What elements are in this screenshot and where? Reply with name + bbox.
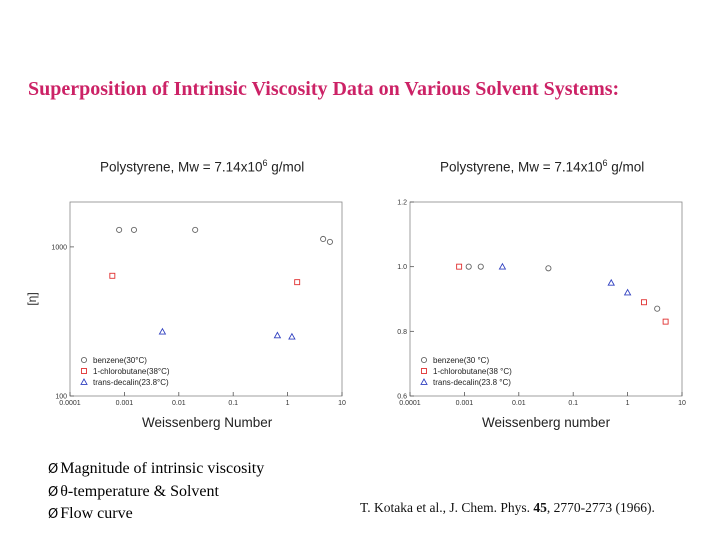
data-point-circle xyxy=(116,226,123,233)
data-point-square xyxy=(641,299,647,306)
data-point-circle xyxy=(320,235,327,243)
bullet-arrow-icon: Ø xyxy=(48,484,59,500)
slide-title: Superposition of Intrinsic Viscosity Dat… xyxy=(28,78,620,100)
citation-authors: T. Kotaka et al., J. Chem. Phys. xyxy=(360,500,534,515)
x-tick-label: 0.0001 xyxy=(399,400,421,407)
y-tick-label: 1.2 xyxy=(397,200,407,207)
left-chart: Polystyrene, Mw = 7.14x106 g/mol 0.0001 0… xyxy=(20,150,360,440)
plot-frame xyxy=(409,201,683,397)
right-chart-plot: 0.0001 0.001 0.01 0.1 1 10 1.2 1.0 0.8 0.6 benzene… xyxy=(397,200,686,408)
series-0 xyxy=(116,226,333,245)
data-point-circle xyxy=(545,265,552,272)
data-point-circle xyxy=(192,226,199,233)
series-2 xyxy=(498,262,632,296)
left-chart-plot: 0.0001 0.001 0.01 0.1 1 10 1000 100 [η] benzene(3… xyxy=(25,201,346,407)
x-tick-label: 10 xyxy=(678,400,686,407)
data-point-triangle xyxy=(420,378,428,385)
y-tick-label: 1000 xyxy=(51,244,67,251)
x-tick-label: 0.001 xyxy=(456,400,474,407)
y-tick-label: 0.8 xyxy=(397,329,407,336)
legend-label: 1-chlorobutane(38°C) xyxy=(93,367,170,376)
data-point-circle xyxy=(80,356,88,364)
data-point-triangle xyxy=(273,331,282,339)
bullet-text: θ-temperature & Solvent xyxy=(60,482,219,500)
x-tick-label: 0.0001 xyxy=(59,400,81,407)
series-0 xyxy=(465,263,661,312)
y-axis-label: [η] xyxy=(25,292,39,305)
left-chart-title-suffix: g/mol xyxy=(267,159,305,175)
right-chart-title-prefix: Polystyrene, Mw = 7.14x10 xyxy=(440,159,603,175)
x-tick-label: 0.001 xyxy=(116,400,134,407)
data-point-square xyxy=(109,272,116,279)
data-point-circle xyxy=(326,238,333,245)
x-tick-label: 0.1 xyxy=(568,400,578,407)
data-point-triangle xyxy=(498,262,507,270)
data-point-triangle xyxy=(607,278,615,286)
series-1 xyxy=(109,272,301,286)
right-chart: Polystyrene, Mw = 7.14x106 g/mol 0.0001 0… xyxy=(360,150,700,440)
data-point-circle xyxy=(465,263,472,270)
right-chart-xlabel: Weissenberg number xyxy=(482,415,611,430)
data-point-square xyxy=(421,368,427,374)
y-tick-label: 100 xyxy=(55,394,67,401)
x-tick-label: 1 xyxy=(626,400,630,407)
data-point-triangle xyxy=(623,288,632,296)
citation-volume: 45 xyxy=(533,500,547,515)
right-chart-title: Polystyrene, Mw = 7.14x106 g/mol xyxy=(440,158,644,175)
left-chart-title-sup: 6 xyxy=(262,158,268,168)
data-point-square xyxy=(81,368,87,374)
legend-label: trans-decalin(23.8°C) xyxy=(93,378,169,387)
y-tick-label: 1.0 xyxy=(397,264,407,271)
data-point-circle xyxy=(420,356,428,364)
data-point-triangle xyxy=(80,378,88,385)
data-point-circle xyxy=(477,263,484,270)
data-point-triangle xyxy=(288,332,296,340)
legend-label: benzene(30°C) xyxy=(93,356,147,365)
data-point-square xyxy=(456,263,463,270)
right-chart-title-sup: 6 xyxy=(602,158,608,168)
citation: T. Kotaka et al., J. Chem. Phys. 45, 277… xyxy=(360,500,655,516)
data-point-square xyxy=(294,279,301,286)
legend-label: trans-decalin(23.8 °C) xyxy=(433,378,511,387)
data-point-square xyxy=(662,318,669,325)
legend-label: benzene(30 °C) xyxy=(433,356,489,365)
x-tick-label: 1 xyxy=(286,400,290,407)
x-tick-label: 10 xyxy=(338,400,346,407)
series-2 xyxy=(158,327,296,340)
bullet-arrow-icon: Ø xyxy=(48,462,59,477)
bullet-text: Flow curve xyxy=(60,505,133,522)
bullet-text: Magnitude of intrinsic viscosity xyxy=(60,460,265,477)
x-tick-label: 0.1 xyxy=(228,400,238,407)
right-chart-title-suffix: g/mol xyxy=(607,159,645,175)
data-point-circle xyxy=(654,305,661,312)
legend-label: 1-chlorobutane(38 °C) xyxy=(433,367,512,376)
bullet-arrow-icon: Ø xyxy=(48,507,59,522)
left-chart-title-prefix: Polystyrene, Mw = 7.14x10 xyxy=(100,159,263,175)
x-tick-label: 0.01 xyxy=(172,400,186,407)
data-point-circle xyxy=(130,226,138,233)
left-chart-xlabel: Weissenberg Number xyxy=(142,415,273,430)
bullet-item: Ø Magnitude of intrinsic viscosity xyxy=(48,458,264,481)
left-chart-title: Polystyrene, Mw = 7.14x106 g/mol xyxy=(100,158,304,175)
series-1 xyxy=(456,263,669,325)
plot-frame xyxy=(69,201,343,397)
y-tick-label: 0.6 xyxy=(397,394,407,401)
bullet-item: Ø Flow curve xyxy=(48,503,264,526)
citation-pages: , 2770-2773 (1966). xyxy=(546,500,655,515)
x-tick-label: 0.01 xyxy=(512,400,526,407)
data-point-triangle xyxy=(158,327,167,335)
